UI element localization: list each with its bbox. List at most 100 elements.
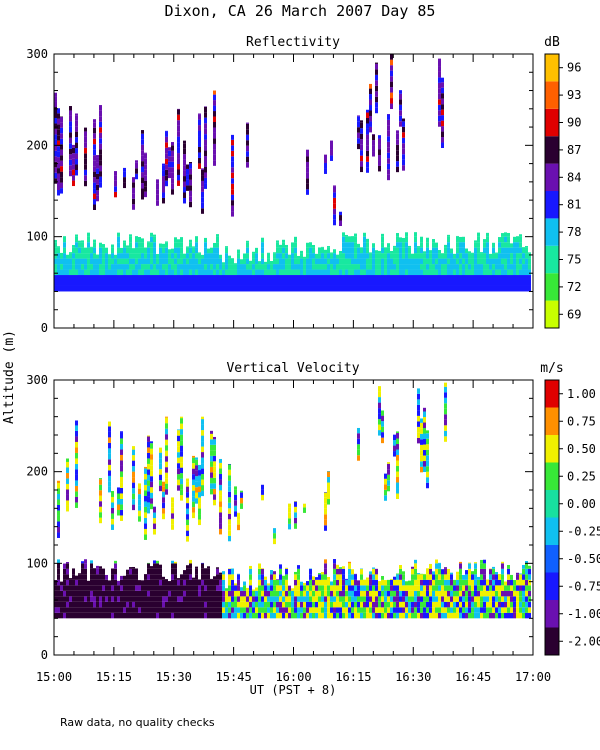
heatmap-cell: [93, 199, 96, 205]
heatmap-cell: [348, 579, 351, 586]
heatmap-cell: [144, 275, 147, 281]
heatmap-cell: [357, 449, 360, 456]
heatmap-cell: [102, 612, 105, 619]
heatmap-cell: [396, 161, 399, 167]
heatmap-cell: [402, 280, 405, 286]
heatmap-cell: [186, 503, 189, 509]
heatmap-cell: [57, 596, 60, 602]
heatmap-cell: [462, 285, 465, 292]
colorbar-label: 0.75: [567, 414, 596, 428]
heatmap-cell: [444, 436, 447, 442]
heatmap-cell: [150, 448, 153, 455]
heatmap-cell: [141, 580, 144, 586]
heatmap-cell: [54, 178, 57, 184]
heatmap-cell: [228, 508, 231, 514]
heatmap-cell: [237, 585, 240, 591]
heatmap-cell: [477, 232, 480, 237]
heatmap-cell: [276, 585, 279, 591]
heatmap-cell: [279, 607, 282, 613]
heatmap-cell: [186, 596, 189, 602]
heatmap-cell: [495, 280, 498, 286]
heatmap-cell: [90, 258, 93, 265]
heatmap-cell: [66, 500, 69, 506]
heatmap-cell: [522, 275, 525, 281]
heatmap-cell: [186, 275, 189, 281]
heatmap-cell: [180, 495, 183, 501]
heatmap-cell: [378, 397, 381, 403]
heatmap-cell: [129, 596, 132, 602]
heatmap-cell: [456, 275, 459, 281]
heatmap-cell: [204, 568, 207, 575]
heatmap-cell: [141, 247, 144, 254]
heatmap-cell: [75, 142, 78, 149]
colorbar-label: -2.00: [567, 634, 600, 648]
heatmap-cell: [477, 242, 480, 248]
heatmap-cell: [54, 269, 57, 276]
heatmap-cell: [399, 99, 402, 105]
heatmap-cell: [75, 441, 78, 448]
heatmap-cell: [228, 612, 231, 619]
heatmap-cell: [189, 574, 192, 580]
heatmap-cell: [294, 596, 297, 602]
heatmap-cell: [447, 234, 450, 237]
heatmap-cell: [345, 579, 348, 586]
heatmap-cell: [387, 596, 390, 602]
heatmap-cell: [204, 285, 207, 292]
heatmap-cell: [177, 269, 180, 276]
heatmap-cell: [192, 457, 195, 464]
heatmap-cell: [159, 258, 162, 265]
heatmap-cell: [135, 247, 138, 254]
heatmap-cell: [276, 579, 279, 580]
heatmap-cell: [120, 465, 123, 472]
heatmap-cell: [189, 190, 192, 197]
heatmap-cell: [156, 189, 159, 195]
heatmap-cell: [327, 585, 330, 591]
heatmap-cell: [345, 285, 348, 292]
heatmap-cell: [63, 285, 66, 292]
heatmap-cell: [249, 601, 252, 608]
heatmap-cell: [84, 142, 87, 148]
heatmap-cell: [360, 166, 363, 173]
heatmap-cell: [198, 157, 201, 164]
heatmap-cell: [135, 162, 138, 169]
heatmap-cell: [204, 579, 207, 586]
heatmap-cell: [69, 148, 72, 155]
heatmap-cell: [246, 122, 249, 124]
heatmap-cell: [366, 285, 369, 292]
heatmap-cell: [504, 596, 507, 602]
heatmap-cell: [165, 416, 168, 418]
heatmap-cell: [234, 583, 237, 586]
heatmap-cell: [342, 264, 345, 270]
heatmap-cell: [444, 275, 447, 281]
heatmap-cell: [69, 115, 72, 122]
heatmap-cell: [501, 607, 504, 613]
heatmap-cell: [297, 607, 300, 613]
heatmap-cell: [183, 159, 186, 166]
heatmap-cell: [78, 590, 81, 597]
heatmap-cell: [519, 285, 522, 292]
heatmap-cell: [468, 251, 471, 254]
heatmap-cell: [261, 269, 264, 276]
heatmap-cell: [159, 253, 162, 259]
heatmap-cell: [198, 470, 201, 476]
heatmap-cell: [144, 258, 147, 265]
heatmap-cell: [444, 612, 447, 619]
heatmap-cell: [306, 596, 309, 602]
heatmap-cell: [402, 143, 405, 149]
heatmap-cell: [477, 585, 480, 591]
heatmap-cell: [171, 142, 174, 146]
heatmap-cell: [144, 490, 147, 496]
heatmap-cell: [183, 574, 186, 580]
heatmap-cell: [339, 280, 342, 286]
heatmap-cell: [339, 220, 342, 227]
heatmap-cell: [279, 258, 282, 265]
heatmap-cell: [198, 585, 201, 591]
heatmap-cell: [213, 264, 216, 270]
heatmap-cell: [240, 280, 243, 286]
heatmap-cell: [174, 585, 177, 591]
heatmap-cell: [102, 258, 105, 265]
heatmap-cell: [72, 612, 75, 619]
heatmap-cell: [90, 285, 93, 292]
heatmap-cell: [54, 580, 57, 586]
heatmap-cell: [189, 596, 192, 602]
